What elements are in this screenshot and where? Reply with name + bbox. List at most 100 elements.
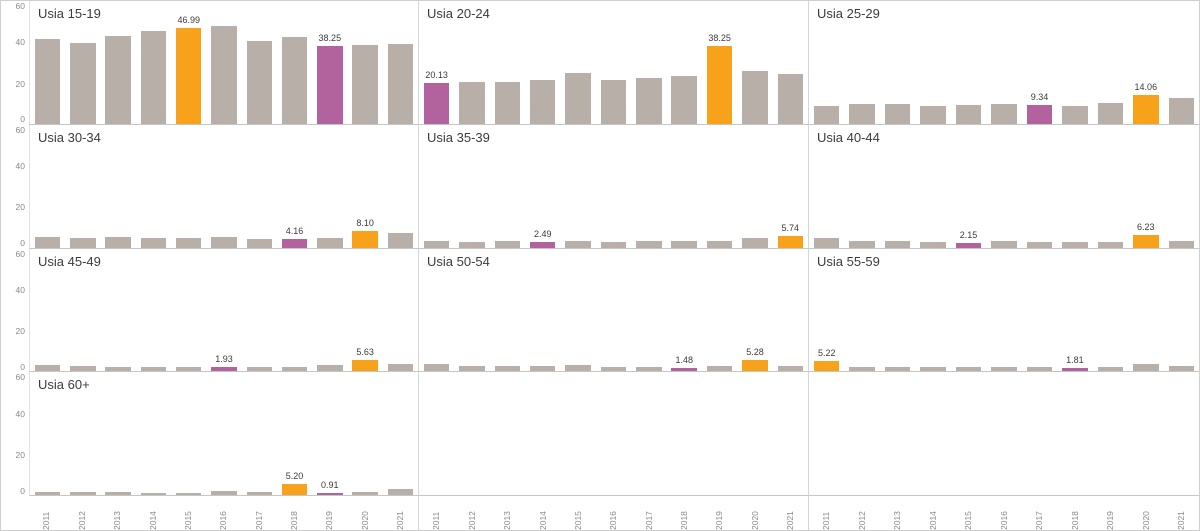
bar-2017[interactable]: [246, 40, 272, 124]
bar-2017[interactable]: [636, 78, 662, 124]
bar-2011[interactable]: [813, 238, 840, 248]
bar-2015[interactable]: [955, 366, 982, 372]
bar-2014[interactable]: [530, 365, 556, 372]
bar-2011[interactable]: [423, 241, 450, 248]
bar-2013[interactable]: [105, 492, 131, 495]
bar-2017[interactable]: [1026, 366, 1053, 372]
bar-2016[interactable]: [600, 79, 627, 124]
bar-2019[interactable]: [317, 238, 343, 248]
bar-2011[interactable]: [34, 236, 61, 248]
bar-2019[interactable]: [317, 45, 343, 124]
bar-2021[interactable]: [777, 365, 804, 372]
bar-2012[interactable]: [849, 103, 875, 124]
bar-2020[interactable]: [1133, 95, 1159, 124]
bar-2011[interactable]: [34, 491, 61, 495]
bar-2018[interactable]: [281, 366, 308, 372]
bar-2017[interactable]: [636, 241, 662, 248]
bar-2014[interactable]: [140, 366, 167, 372]
bar-2012[interactable]: [459, 365, 485, 372]
bar-2017[interactable]: [246, 238, 272, 248]
bar-2021[interactable]: [1168, 240, 1195, 248]
bar-2021[interactable]: [1168, 97, 1195, 124]
bar-2019[interactable]: [706, 240, 733, 248]
bar-2011[interactable]: [34, 364, 61, 372]
bar-2013[interactable]: [884, 104, 911, 124]
bar-2018[interactable]: [281, 239, 308, 248]
bar-2020[interactable]: [352, 492, 378, 495]
bar-2012[interactable]: [70, 365, 96, 372]
bar-2021[interactable]: [777, 74, 804, 124]
bar-2014[interactable]: [920, 241, 946, 248]
bar-2019[interactable]: [317, 493, 343, 495]
bar-2013[interactable]: [884, 241, 911, 248]
bar-2015[interactable]: [176, 366, 202, 372]
bar-2013[interactable]: [494, 82, 521, 124]
bar-2017[interactable]: [636, 366, 662, 372]
bar-2012[interactable]: [70, 238, 96, 248]
bar-2015[interactable]: [955, 104, 982, 124]
bar-2015[interactable]: [955, 243, 982, 248]
bar-2014[interactable]: [920, 366, 946, 372]
bar-2018[interactable]: [1062, 242, 1088, 248]
bar-2014[interactable]: [920, 105, 946, 124]
bar-2015[interactable]: [176, 493, 202, 495]
bar-2013[interactable]: [494, 241, 521, 248]
bar-2016[interactable]: [991, 366, 1017, 372]
bar-2017[interactable]: [246, 492, 272, 495]
bar-2019[interactable]: [317, 365, 343, 372]
bar-2016[interactable]: [211, 490, 237, 495]
bar-2018[interactable]: [671, 76, 697, 124]
bar-2012[interactable]: [459, 81, 485, 124]
bar-2017[interactable]: [246, 367, 272, 372]
bar-2021[interactable]: [387, 233, 414, 248]
bar-2014[interactable]: [530, 242, 556, 248]
bar-2021[interactable]: [387, 43, 414, 124]
bar-2013[interactable]: [105, 237, 131, 248]
bar-2012[interactable]: [849, 241, 875, 248]
bar-2011[interactable]: [423, 363, 450, 372]
bar-2014[interactable]: [140, 492, 167, 495]
bar-2013[interactable]: [494, 365, 521, 372]
bar-2018[interactable]: [281, 37, 308, 124]
bar-2021[interactable]: [1168, 365, 1195, 372]
bar-2012[interactable]: [70, 492, 96, 495]
bar-2011[interactable]: [813, 106, 840, 124]
bar-2015[interactable]: [565, 365, 591, 372]
bar-2015[interactable]: [176, 27, 202, 124]
bar-2015[interactable]: [565, 73, 591, 124]
bar-2018[interactable]: [1062, 105, 1088, 124]
bar-2013[interactable]: [105, 366, 131, 372]
bar-2020[interactable]: [742, 71, 768, 124]
bar-2015[interactable]: [565, 240, 591, 248]
bar-2021[interactable]: [387, 489, 414, 495]
bar-2019[interactable]: [1097, 103, 1124, 124]
bar-2016[interactable]: [600, 366, 627, 372]
bar-2017[interactable]: [1026, 242, 1053, 248]
bar-2020[interactable]: [742, 360, 768, 372]
bar-2016[interactable]: [211, 367, 237, 372]
bar-2016[interactable]: [211, 237, 237, 248]
bar-2014[interactable]: [140, 238, 167, 248]
bar-2019[interactable]: [706, 365, 733, 372]
bar-2018[interactable]: [1062, 367, 1088, 372]
bar-2018[interactable]: [671, 368, 697, 372]
bar-2019[interactable]: [1097, 241, 1124, 248]
bar-2020[interactable]: [352, 44, 378, 124]
bar-2016[interactable]: [991, 241, 1017, 248]
bar-2012[interactable]: [459, 241, 485, 248]
bar-2018[interactable]: [281, 484, 308, 495]
bar-2020[interactable]: [1133, 234, 1159, 248]
bar-2016[interactable]: [991, 104, 1017, 124]
bar-2020[interactable]: [742, 238, 768, 248]
bar-2011[interactable]: [423, 82, 450, 124]
bar-2011[interactable]: [813, 360, 840, 372]
bar-2021[interactable]: [777, 235, 804, 248]
bar-2014[interactable]: [140, 31, 167, 124]
bar-2011[interactable]: [34, 39, 61, 124]
bar-2020[interactable]: [1133, 363, 1159, 372]
bar-2019[interactable]: [706, 45, 733, 124]
bar-2021[interactable]: [387, 363, 414, 372]
bar-2013[interactable]: [105, 35, 131, 124]
bar-2019[interactable]: [1097, 366, 1124, 372]
bar-2014[interactable]: [530, 80, 556, 124]
